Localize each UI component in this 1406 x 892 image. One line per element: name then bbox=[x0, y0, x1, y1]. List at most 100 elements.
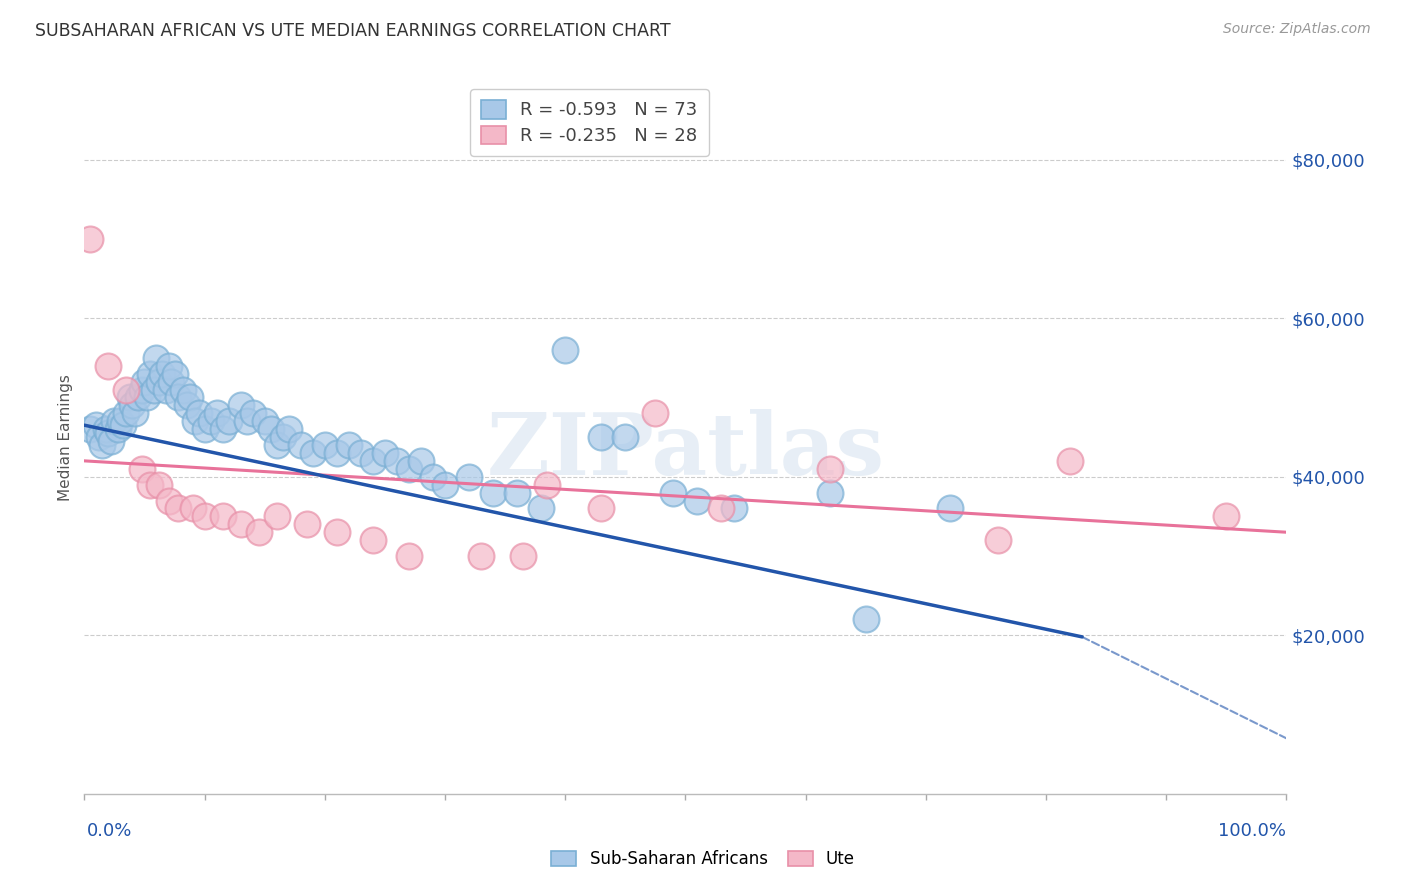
Point bbox=[662, 485, 685, 500]
Point bbox=[614, 430, 637, 444]
Point bbox=[987, 533, 1010, 548]
Point bbox=[229, 517, 252, 532]
Point bbox=[157, 493, 180, 508]
Point bbox=[157, 359, 180, 373]
Point bbox=[100, 434, 122, 448]
Point bbox=[124, 406, 146, 420]
Point bbox=[97, 426, 120, 441]
Legend: R = -0.593   N = 73, R = -0.235   N = 28: R = -0.593 N = 73, R = -0.235 N = 28 bbox=[470, 89, 709, 156]
Point bbox=[167, 501, 190, 516]
Point bbox=[290, 438, 312, 452]
Point bbox=[295, 517, 318, 532]
Point bbox=[277, 422, 299, 436]
Point bbox=[115, 406, 138, 420]
Point bbox=[211, 509, 233, 524]
Point bbox=[205, 406, 228, 420]
Point bbox=[107, 422, 129, 436]
Point bbox=[506, 485, 529, 500]
Point bbox=[266, 438, 288, 452]
Point bbox=[554, 343, 576, 357]
Point bbox=[139, 367, 162, 381]
Point bbox=[135, 391, 157, 405]
Point bbox=[591, 501, 613, 516]
Point bbox=[229, 398, 252, 412]
Text: SUBSAHARAN AFRICAN VS UTE MEDIAN EARNINGS CORRELATION CHART: SUBSAHARAN AFRICAN VS UTE MEDIAN EARNING… bbox=[35, 22, 671, 40]
Point bbox=[131, 383, 153, 397]
Point bbox=[591, 430, 613, 444]
Point bbox=[530, 501, 553, 516]
Point bbox=[176, 398, 198, 412]
Point bbox=[121, 398, 143, 412]
Point bbox=[235, 414, 257, 428]
Point bbox=[1215, 509, 1237, 524]
Point bbox=[194, 509, 217, 524]
Point bbox=[167, 391, 190, 405]
Point bbox=[409, 454, 432, 468]
Point bbox=[97, 359, 120, 373]
Point bbox=[271, 430, 294, 444]
Point bbox=[86, 418, 108, 433]
Point bbox=[139, 477, 162, 491]
Y-axis label: Median Earnings: Median Earnings bbox=[58, 374, 73, 500]
Point bbox=[710, 501, 733, 516]
Point bbox=[211, 422, 233, 436]
Point bbox=[115, 383, 138, 397]
Point bbox=[87, 430, 110, 444]
Point bbox=[131, 462, 153, 476]
Point bbox=[361, 454, 384, 468]
Point bbox=[337, 438, 360, 452]
Point bbox=[374, 446, 396, 460]
Point bbox=[398, 549, 420, 563]
Point bbox=[152, 367, 174, 381]
Text: 0.0%: 0.0% bbox=[87, 822, 132, 840]
Point bbox=[179, 391, 201, 405]
Point bbox=[148, 477, 170, 491]
Point bbox=[194, 422, 217, 436]
Point bbox=[247, 525, 270, 540]
Point bbox=[482, 485, 505, 500]
Point bbox=[118, 391, 141, 405]
Point bbox=[163, 367, 186, 381]
Point bbox=[458, 469, 481, 483]
Point bbox=[723, 501, 745, 516]
Point bbox=[385, 454, 408, 468]
Point bbox=[134, 375, 156, 389]
Point bbox=[253, 414, 276, 428]
Text: Source: ZipAtlas.com: Source: ZipAtlas.com bbox=[1223, 22, 1371, 37]
Point bbox=[103, 414, 125, 428]
Point bbox=[79, 232, 101, 246]
Point bbox=[398, 462, 420, 476]
Point bbox=[172, 383, 194, 397]
Point bbox=[536, 477, 558, 491]
Point bbox=[361, 533, 384, 548]
Point bbox=[314, 438, 336, 452]
Point bbox=[818, 485, 841, 500]
Point bbox=[94, 422, 117, 436]
Point bbox=[470, 549, 492, 563]
Point bbox=[111, 418, 134, 433]
Point bbox=[143, 383, 166, 397]
Point bbox=[301, 446, 323, 460]
Point bbox=[110, 414, 132, 428]
Point bbox=[512, 549, 534, 563]
Point bbox=[644, 406, 666, 420]
Point bbox=[939, 501, 962, 516]
Point bbox=[855, 612, 877, 626]
Point bbox=[148, 375, 170, 389]
Text: 100.0%: 100.0% bbox=[1219, 822, 1286, 840]
Point bbox=[218, 414, 240, 428]
Point bbox=[350, 446, 373, 460]
Point bbox=[160, 375, 183, 389]
Point bbox=[127, 391, 149, 405]
Point bbox=[184, 414, 207, 428]
Point bbox=[200, 414, 222, 428]
Point bbox=[79, 422, 101, 436]
Point bbox=[145, 351, 167, 365]
Point bbox=[91, 438, 114, 452]
Point bbox=[181, 501, 204, 516]
Legend: Sub-Saharan Africans, Ute: Sub-Saharan Africans, Ute bbox=[544, 844, 862, 875]
Point bbox=[187, 406, 209, 420]
Point bbox=[326, 525, 349, 540]
Point bbox=[242, 406, 264, 420]
Point bbox=[1059, 454, 1081, 468]
